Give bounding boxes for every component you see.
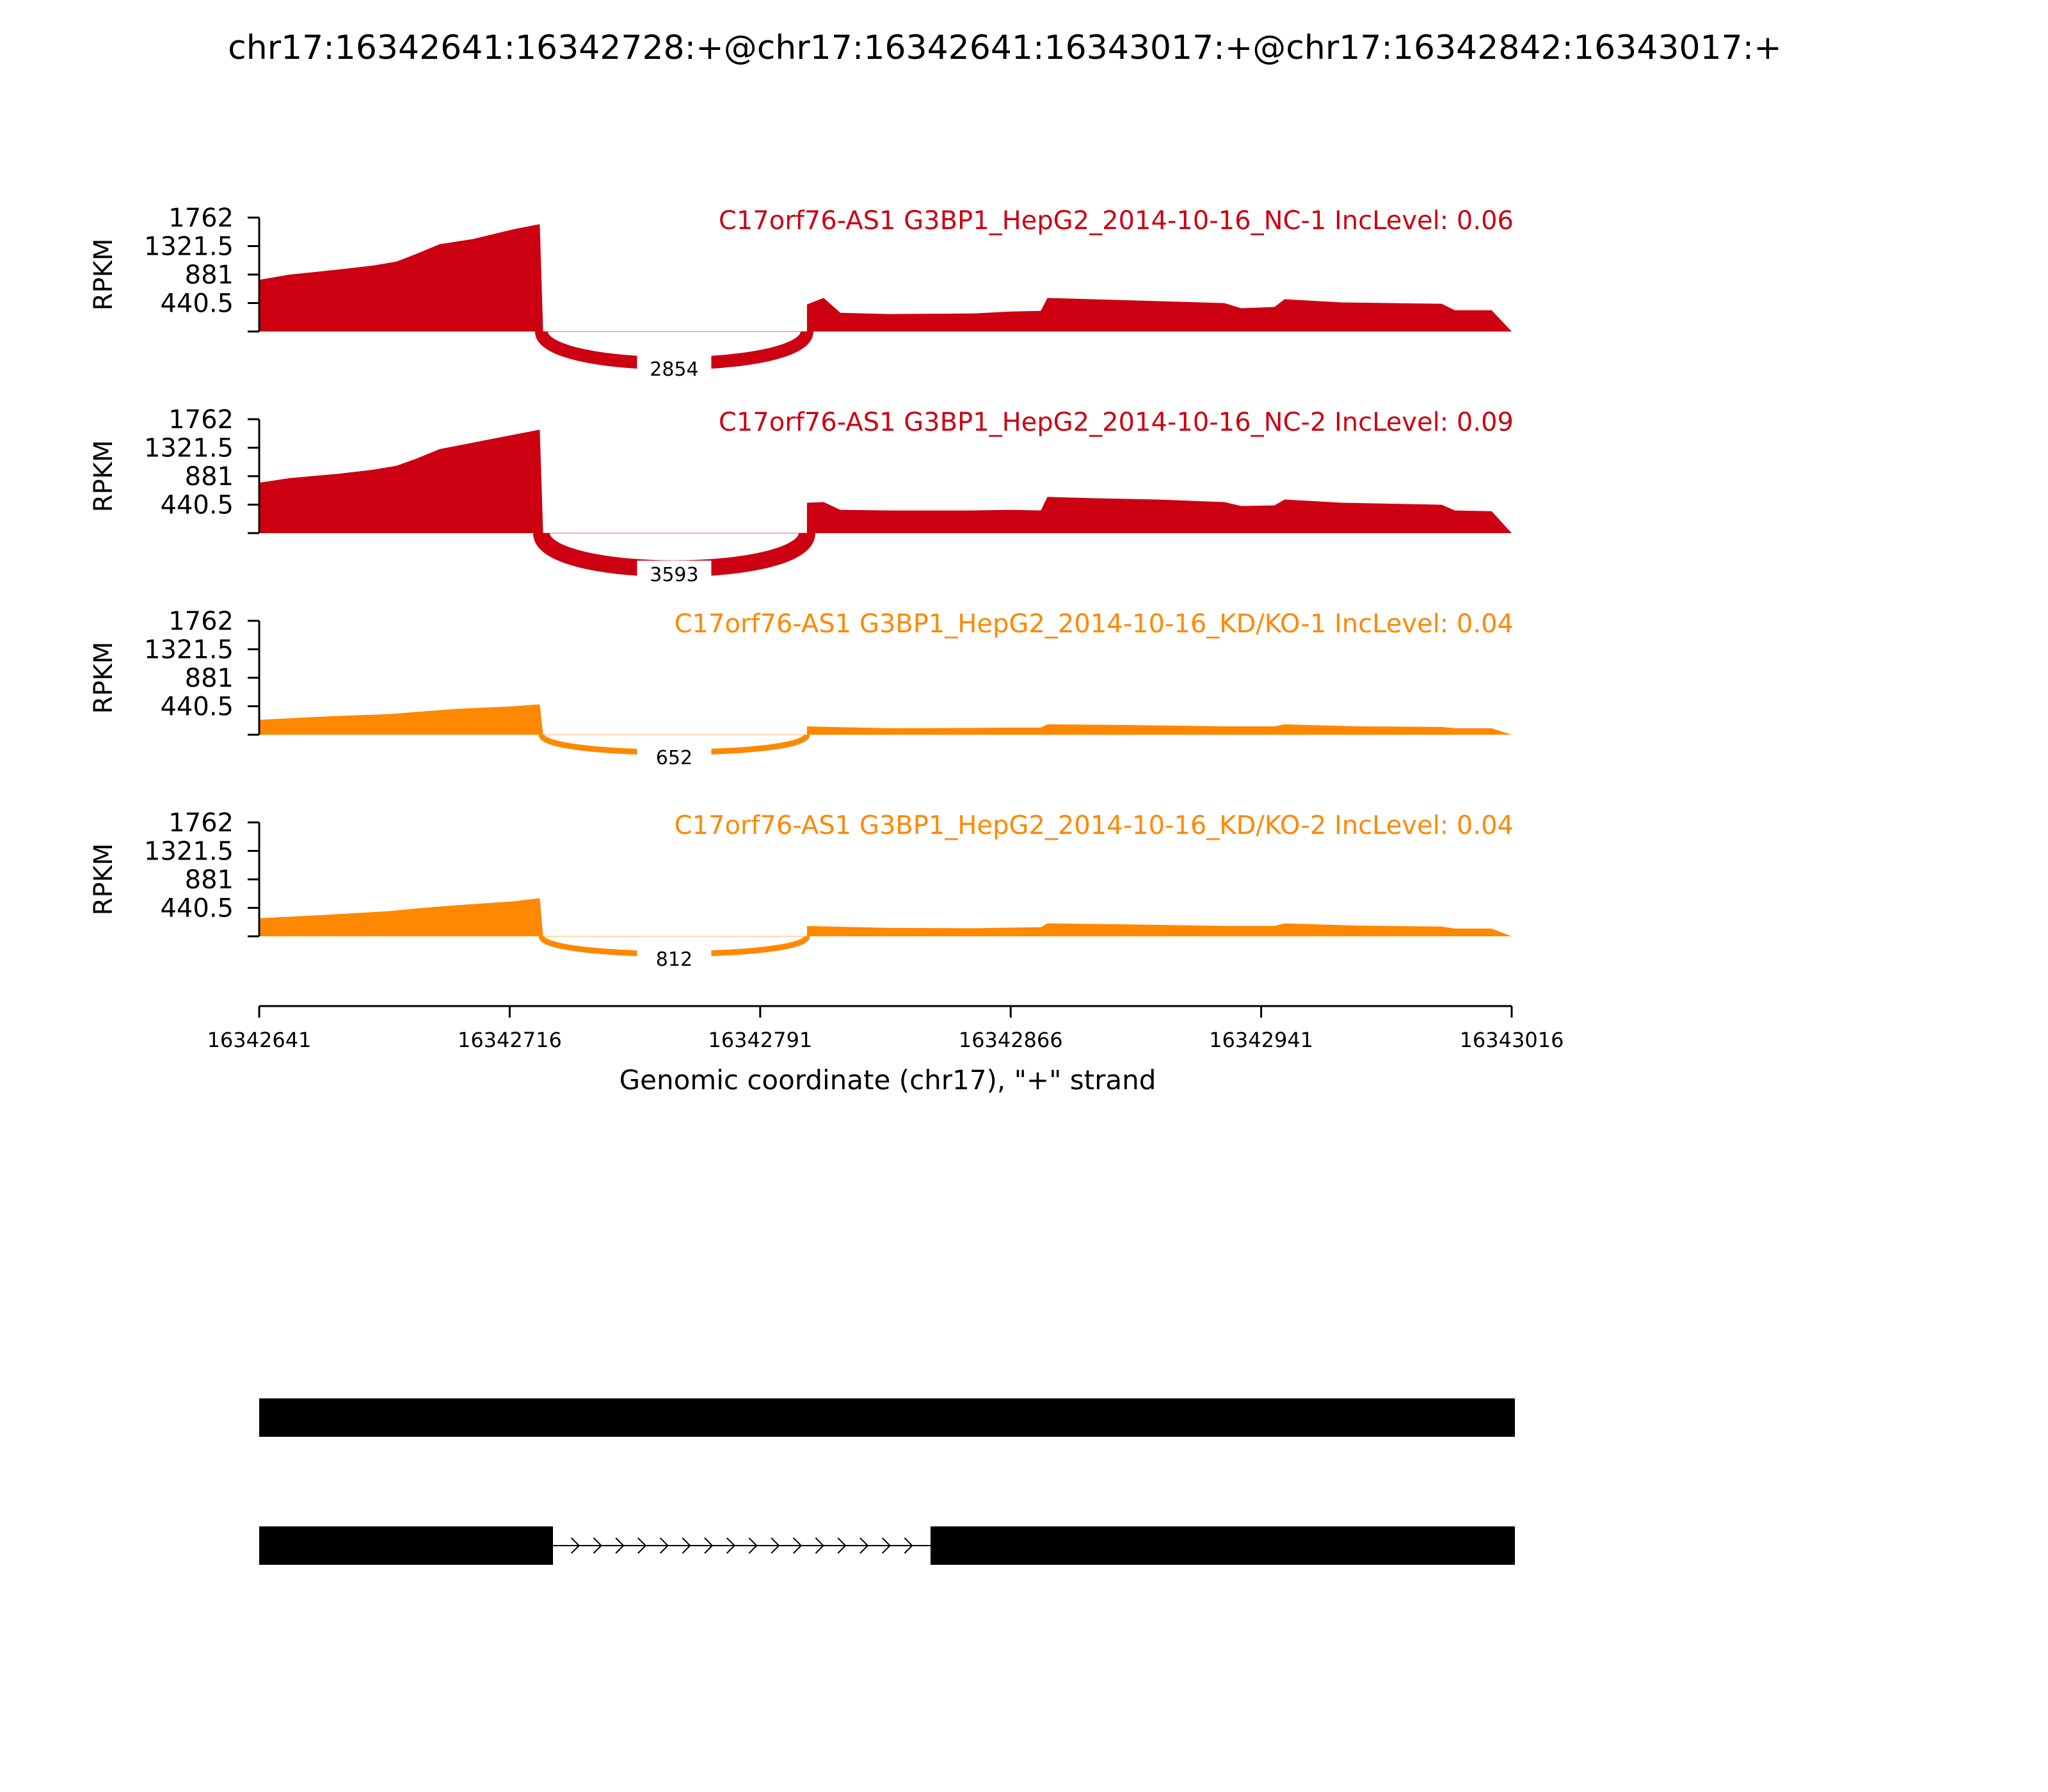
strand-arrow-icon [704,1537,714,1554]
y-tick-label: 1762 [168,204,234,233]
coverage-area [259,898,1512,936]
x-tick-label: 16342941 [1209,1028,1313,1052]
y-tick-label: 440.5 [160,289,234,319]
y-tick-label: 1321.5 [144,636,234,665]
y-tick-label: 1321.5 [144,434,234,463]
y-tick-label: 881 [185,462,234,492]
isoform-models [259,1398,1515,1565]
x-tick-label: 16343016 [1460,1028,1564,1052]
coverage-area [259,429,1512,533]
y-tick-label: 1762 [168,405,234,435]
strand-arrow-icon [615,1537,625,1554]
track-label: C17orf76-AS1 G3BP1_HepG2_2014-10-16_NC-1… [719,206,1514,236]
y-tick-label: 440.5 [160,692,234,722]
strand-arrow-icon [837,1537,847,1554]
junction-count: 652 [656,747,692,769]
strand-arrow-icon [726,1537,736,1554]
track-label: C17orf76-AS1 G3BP1_HepG2_2014-10-16_KD/K… [675,609,1514,639]
junction-count: 3593 [650,564,698,586]
strand-arrow-icon [593,1537,602,1554]
y-tick-label: 1321.5 [144,232,234,262]
strand-arrow-icon [860,1537,869,1554]
y-tick-label: 881 [185,865,234,895]
strand-arrow-icon [771,1537,780,1554]
junction-label-background [637,355,712,381]
junction-count: 812 [656,948,692,971]
y-tick-label: 1321.5 [144,837,234,867]
strand-arrow-icon [881,1537,891,1554]
strand-arrow-icon [571,1537,580,1554]
coverage-area [259,704,1512,735]
y-tick-label: 1762 [168,607,234,636]
exon-block [259,1526,554,1565]
strand-arrow-icon [815,1537,824,1554]
strand-arrow-icon [904,1537,913,1554]
strand-arrow-icon [637,1537,647,1554]
y-tick-label: 1762 [168,808,234,838]
track-label: C17orf76-AS1 G3BP1_HepG2_2014-10-16_NC-2… [719,408,1514,437]
x-tick-label: 16342791 [708,1028,812,1052]
isoform-1 [259,1398,1515,1437]
strand-arrow-icon [682,1537,691,1554]
y-axis-label: RPKM [89,844,118,916]
junction-count: 2854 [650,358,698,381]
coverage-area [259,224,1512,332]
y-tick-label: 881 [185,664,234,693]
junction-label-background [637,561,712,586]
y-tick-label: 440.5 [160,894,234,924]
y-tick-label: 881 [185,260,234,290]
y-axis-label: RPKM [89,239,118,311]
y-tick-label: 440.5 [160,491,234,520]
x-tick-label: 16342716 [458,1028,562,1052]
x-axis-label: Genomic coordinate (chr17), "+" strand [620,1064,1156,1096]
isoform-2 [259,1526,1515,1565]
track-label: C17orf76-AS1 G3BP1_HepG2_2014-10-16_KD/K… [675,811,1514,840]
junction-label-background [637,945,712,971]
junction-label-background [637,744,712,769]
exon-block [930,1526,1515,1565]
y-axis-label: RPKM [89,642,118,714]
x-tick-label: 16342641 [207,1028,312,1052]
x-tick-label: 16342866 [959,1028,1063,1052]
y-axis-label: RPKM [89,440,118,513]
strand-arrow-icon [659,1537,669,1554]
strand-arrow-icon [793,1537,803,1554]
chart-title: chr17:16342641:16342728:+@chr17:16342641… [228,29,1782,67]
exon-block [259,1398,1515,1437]
x-axis: 16342641 16342716 16342791 16342866 16342941… [207,1005,1564,1052]
strand-arrow-icon [748,1537,758,1554]
